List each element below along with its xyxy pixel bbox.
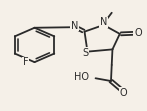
Text: O: O [134,28,142,38]
Text: N: N [71,21,78,31]
Text: O: O [120,88,127,98]
Text: S: S [82,48,88,57]
Text: N: N [100,17,107,27]
Text: HO: HO [74,72,89,82]
Text: F: F [23,57,28,67]
